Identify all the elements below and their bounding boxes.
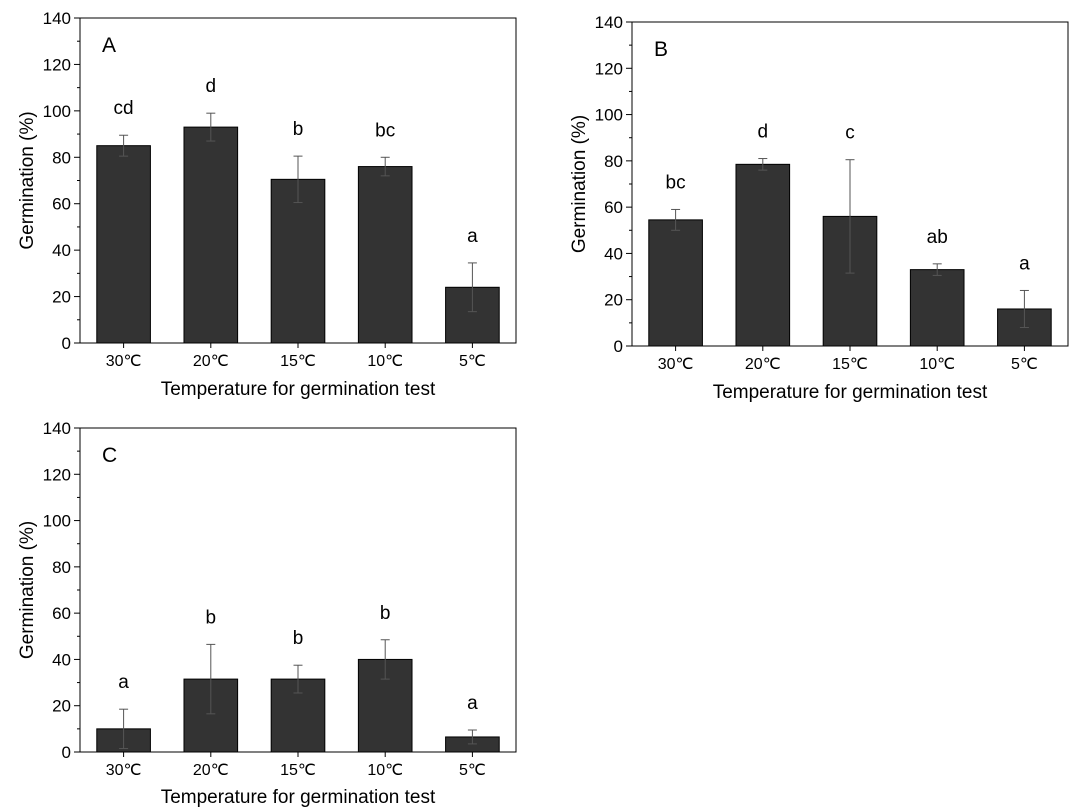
significance-letter: b	[206, 607, 217, 628]
plot-frame	[79, 17, 517, 344]
significance-letter: cd	[114, 98, 134, 119]
panel-b-chart: bc 30℃ d 20℃ c 15℃ ab 10℃ a 5℃ 0 20 40 60 80 100 120 140 B…	[569, 13, 1069, 403]
y-tick-label: 80	[52, 558, 71, 577]
y-axis-label: Germination (%)	[17, 521, 38, 659]
x-tick-label: 5℃	[459, 762, 486, 779]
y-tick-label: 0	[614, 337, 623, 356]
panel-label: C	[102, 444, 117, 467]
significance-letter: a	[467, 693, 478, 714]
y-tick-label: 100	[43, 102, 71, 121]
x-tick-label: 20℃	[193, 353, 229, 370]
y-tick-label: 40	[604, 244, 623, 263]
x-tick-label: 5℃	[459, 353, 486, 370]
x-tick-label: 15℃	[832, 356, 868, 373]
significance-letter: a	[467, 226, 478, 247]
y-tick-label: 60	[604, 198, 623, 217]
x-tick-label: 20℃	[193, 762, 229, 779]
significance-letter: ab	[927, 227, 948, 248]
significance-letter: bc	[666, 172, 686, 193]
x-tick-label: 10℃	[919, 356, 955, 373]
y-tick-label: 60	[52, 604, 71, 623]
significance-letter: a	[118, 672, 129, 693]
y-tick-label: 40	[52, 650, 71, 669]
x-tick-label: 5℃	[1011, 356, 1038, 373]
y-tick-label: 120	[43, 55, 71, 74]
y-tick-label: 140	[595, 13, 623, 32]
y-tick-label: 100	[43, 512, 71, 531]
significance-letter: d	[758, 122, 769, 143]
y-axis-label: Germination (%)	[17, 111, 38, 249]
x-axis-label: Temperature for germination test	[713, 382, 988, 403]
panel-label: B	[654, 38, 668, 61]
x-tick-label: 30℃	[106, 762, 142, 779]
y-tick-label: 0	[62, 743, 71, 762]
y-axis-label: Germination (%)	[569, 115, 590, 253]
y-tick-label: 140	[43, 9, 71, 28]
y-tick-label: 80	[52, 148, 71, 167]
y-tick-label: 120	[43, 465, 71, 484]
panel-label: A	[102, 34, 116, 57]
panel-c-chart: a 30℃ b 20℃ b 15℃ b 10℃ a 5℃ 0 20 40 60 80 100 120 140 C Te…	[17, 419, 517, 808]
y-tick-label: 0	[62, 334, 71, 353]
significance-letter: c	[845, 123, 855, 144]
x-tick-label: 20℃	[745, 356, 781, 373]
bar	[735, 163, 791, 347]
significance-letter: d	[206, 76, 217, 97]
x-tick-label: 30℃	[106, 353, 142, 370]
x-tick-label: 10℃	[367, 353, 403, 370]
significance-letter: b	[380, 603, 391, 624]
y-tick-label: 60	[52, 195, 71, 214]
y-tick-label: 20	[604, 291, 623, 310]
significance-letter: b	[293, 628, 304, 649]
x-tick-label: 15℃	[280, 762, 316, 779]
y-tick-label: 40	[52, 241, 71, 260]
bar	[909, 269, 965, 347]
y-tick-label: 140	[43, 419, 71, 438]
y-tick-label: 20	[52, 697, 71, 716]
x-tick-label: 15℃	[280, 353, 316, 370]
y-tick-label: 80	[604, 152, 623, 171]
y-tick-label: 120	[595, 59, 623, 78]
significance-letter: bc	[375, 120, 395, 141]
bar	[96, 145, 151, 344]
y-tick-label: 100	[595, 106, 623, 125]
significance-letter: b	[293, 119, 304, 140]
plot-frame	[79, 427, 517, 753]
significance-letter: a	[1019, 253, 1030, 274]
plot-frame	[631, 21, 1069, 347]
bar	[648, 219, 703, 347]
x-axis-label: Temperature for germination test	[161, 379, 436, 400]
bar	[357, 166, 413, 344]
bar	[183, 126, 239, 344]
x-axis-label: Temperature for germination test	[161, 787, 436, 808]
panel-a-chart: cd 30℃ d 20℃ b 15℃ bc 10℃ a 5℃ 0 20 40 60 80 100 120 140 A…	[17, 9, 517, 400]
x-tick-label: 10℃	[367, 762, 403, 779]
x-tick-label: 30℃	[658, 356, 694, 373]
y-tick-label: 20	[52, 288, 71, 307]
bar	[270, 178, 326, 344]
